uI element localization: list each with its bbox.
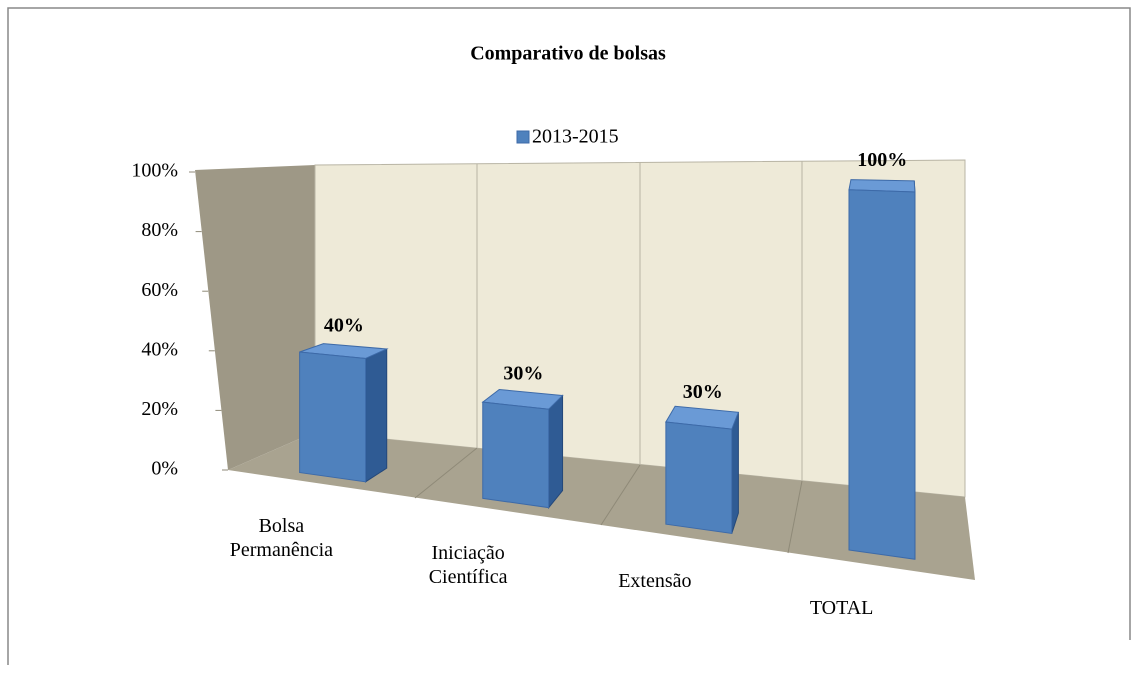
value-label: 30%	[683, 381, 723, 403]
y-tick-label: 0%	[151, 458, 178, 480]
value-label: 40%	[324, 314, 364, 336]
legend-label: 2013-2015	[532, 126, 619, 148]
x-tick-label: Iniciação Científica	[428, 542, 508, 589]
frame	[7, 7, 1131, 665]
y-tick-label: 60%	[141, 279, 178, 301]
floor	[228, 432, 975, 580]
bar-side	[365, 348, 388, 483]
x-tick-label: TOTAL	[809, 597, 874, 620]
floor-dividers	[414, 447, 803, 554]
bar	[299, 351, 367, 483]
x-tick-label: Extensão	[618, 569, 692, 592]
y-tick-label: 20%	[141, 398, 178, 420]
x-tick-label: Bolsa Permanência	[229, 514, 334, 561]
y-tick-label: 80%	[141, 219, 178, 241]
legend-swatch	[516, 130, 530, 144]
y-tick-label: 100%	[131, 160, 178, 182]
bar-side	[548, 394, 564, 510]
value-label: 30%	[503, 363, 543, 385]
wall-dividers	[476, 161, 803, 481]
bar	[848, 189, 916, 560]
bar-side	[731, 412, 739, 534]
value-label: 100%	[857, 149, 907, 171]
left-wall	[195, 165, 315, 470]
chart-title: Comparativo de bolsas	[470, 43, 666, 65]
bar	[665, 421, 733, 535]
y-tick-label: 40%	[141, 338, 178, 360]
bar	[482, 401, 550, 509]
